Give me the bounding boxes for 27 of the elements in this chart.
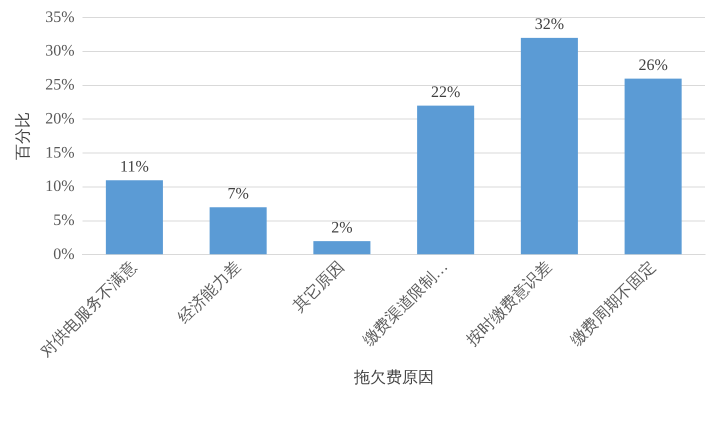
y-axis-title: 百分比 xyxy=(14,112,32,160)
bar xyxy=(417,106,474,254)
bar xyxy=(210,207,267,254)
data-label: 2% xyxy=(331,219,353,236)
bar xyxy=(106,180,163,254)
y-tick-label: 15% xyxy=(45,144,75,162)
y-tick-label: 5% xyxy=(53,212,75,230)
bar xyxy=(313,241,370,254)
x-tick-label: 缴费渠道限制… xyxy=(360,258,452,350)
data-label: 11% xyxy=(120,158,149,176)
x-tick-label: 经济能力差 xyxy=(174,258,244,327)
bar xyxy=(624,78,682,254)
x-tick-label: 缴费周期不固定 xyxy=(567,258,659,350)
data-label: 26% xyxy=(638,56,668,74)
y-tick-label: 10% xyxy=(45,178,75,196)
y-tick-label: 35% xyxy=(45,8,75,26)
x-axis-title: 拖欠费原因 xyxy=(352,368,434,387)
data-label: 32% xyxy=(534,16,564,34)
x-tick-label: 其它原因 xyxy=(290,258,348,316)
x-tick-label: 按时缴费意识差 xyxy=(463,258,556,350)
data-label: 22% xyxy=(430,84,460,101)
y-tick-label: 30% xyxy=(45,42,75,60)
data-label: 7% xyxy=(227,185,249,202)
bar xyxy=(520,38,578,254)
y-tick-label: 25% xyxy=(45,76,75,94)
y-tick-label: 0% xyxy=(53,246,75,263)
y-tick-label: 20% xyxy=(45,110,75,128)
